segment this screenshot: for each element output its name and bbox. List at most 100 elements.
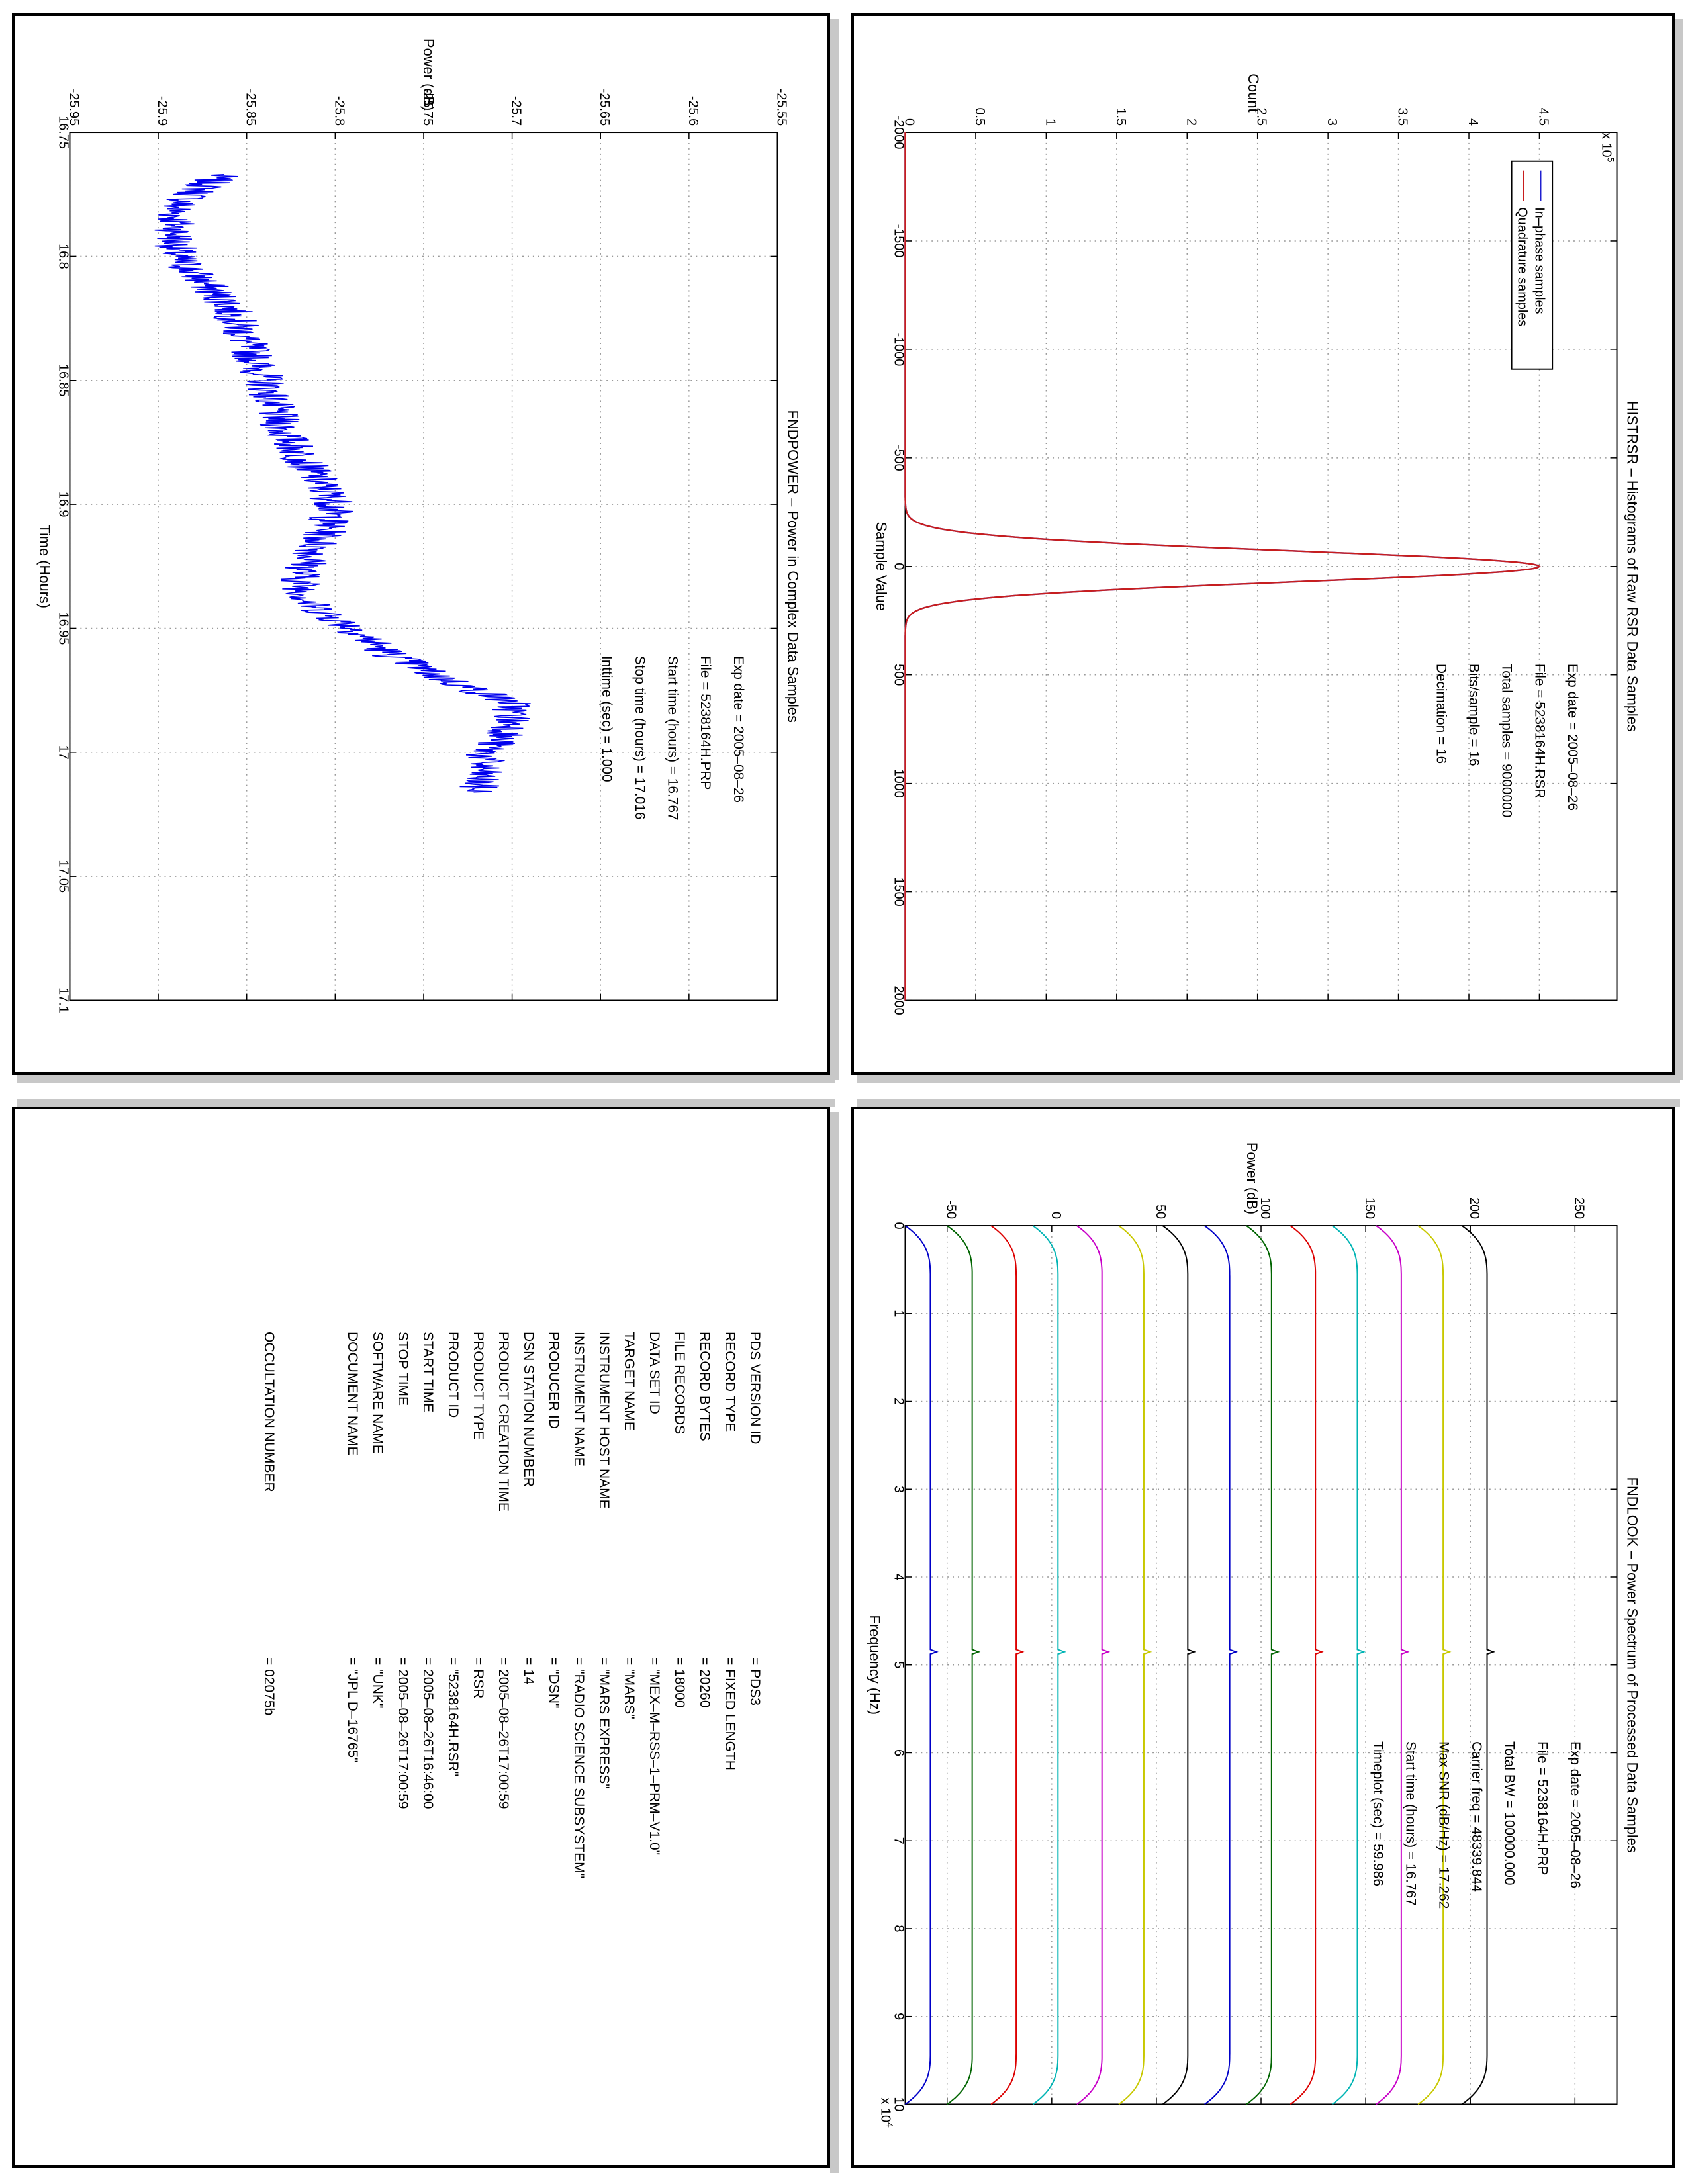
fndpower-ytick-label: -25.55 <box>774 89 788 126</box>
pds-label-key: DATA SET ID <box>647 1332 662 1414</box>
pds-label-value: = "MARS" <box>622 1657 637 1719</box>
pds-label-value: = PDS3 <box>747 1657 763 1706</box>
fndpower-ytick-label: -25.8 <box>332 96 346 126</box>
pds-label-key: PRODUCT CREATION TIME <box>496 1332 511 1512</box>
fndpower-xtick-label: 16.85 <box>56 364 71 397</box>
histrsr-ytick-label: 0 <box>902 118 916 126</box>
pds-label-key: RECORD BYTES <box>697 1332 712 1441</box>
fndlook-series-line <box>1461 1225 1495 2105</box>
pds-label-value: = 2005–08–26T17:00:59 <box>395 1657 410 1809</box>
fndpower-xtick-label: 16.9 <box>56 492 71 518</box>
histrsr-info-line: Decimation = 16 <box>1433 664 1448 764</box>
pds-label-key: STOP TIME <box>395 1332 410 1406</box>
pds-label-key: PRODUCER ID <box>546 1332 561 1430</box>
fndpower-info-line: Inttime (sec) = 1.000 <box>599 656 614 782</box>
fndpower-xlabel: Time (Hours) <box>36 524 53 608</box>
fndlook-series-line <box>990 1225 1025 2105</box>
fndlook-xtick-label: 7 <box>892 1837 906 1844</box>
fndlook-series-line <box>1246 1225 1280 2105</box>
fndpower-xtick-label: 17.05 <box>56 860 71 893</box>
histrsr-panel: -2000 -1500 -1000 -500 0 500 1000 1500 2000 0 0.5 1… <box>851 13 1675 1075</box>
fndpower-panel: 16.75 16.8 16.85 16.9 16.95 17 17.05 17.1 -25.95… <box>12 13 830 1075</box>
fndlook-ytick-label: 100 <box>1258 1197 1272 1219</box>
fndlook-xtick-label: 3 <box>892 1486 906 1493</box>
fndlook-info-line: Exp date = 2005–08–26 <box>1568 1741 1583 1888</box>
fndlook-xtick-label: 5 <box>892 1661 906 1668</box>
pds-label-value: = "DSN" <box>546 1657 561 1709</box>
histrsr-xtick-label: 0 <box>892 563 906 570</box>
pds-label-key: RECORD TYPE <box>722 1332 737 1432</box>
pds-label-value: = "UNK" <box>370 1657 385 1709</box>
fndlook-x-multiplier: x 104 <box>878 2097 896 2128</box>
fndpower-ytick-label: -25.85 <box>244 89 258 126</box>
pds-label-key: INSTRUMENT NAME <box>571 1332 586 1467</box>
histrsr-legend-label: In–phase samples <box>1532 207 1546 314</box>
fndpower-info-line: Stop time (hours) = 17.016 <box>632 656 647 820</box>
fndpower-ytick-label: -25.9 <box>155 96 169 126</box>
pds-label-key: INSTRUMENT HOST NAME <box>596 1332 612 1509</box>
histrsr-info-line: Exp date = 2005–08–26 <box>1565 664 1580 811</box>
pds-label-key: START TIME <box>420 1332 436 1413</box>
histrsr-series-quadrature <box>904 132 1541 1001</box>
fndpower-ytick-label: -25.95 <box>66 89 81 126</box>
pds-label-value: = 14 <box>521 1657 536 1685</box>
fndlook-xtick-label: 0 <box>892 1222 906 1230</box>
fndlook-title: FNDLOOK – Power Spectrum of Processed Da… <box>1624 1477 1640 1853</box>
fndlook-series-line <box>1076 1225 1111 2105</box>
fndpower-xtick-label: 17 <box>56 745 71 760</box>
histrsr-xtick-label: -2000 <box>892 116 906 150</box>
fndlook-series-line <box>1204 1225 1239 2105</box>
pds-label-value: = 02075b <box>261 1657 277 1716</box>
fndpower-series-line <box>154 173 531 793</box>
histrsr-ytick-label: 3 <box>1325 118 1339 126</box>
fndlook-series-line <box>904 1225 939 2105</box>
histrsr-xtick-label: -1000 <box>892 333 906 367</box>
histrsr-ytick-label: 1.5 <box>1113 107 1128 126</box>
histrsr-xtick-label: -500 <box>892 445 906 471</box>
fndpower-xtick-label: 16.75 <box>56 116 71 149</box>
pds-label-value: = 20260 <box>697 1657 712 1708</box>
fndlook-xtick-label: 10 <box>892 2097 906 2111</box>
fndlook-series-line <box>1118 1225 1152 2105</box>
fndpower-ytick-label: -25.7 <box>509 96 524 126</box>
histrsr-plot-frame <box>904 132 1618 1001</box>
pds-label-value: = RSR <box>471 1657 486 1699</box>
fndpower-xtick-label: 16.95 <box>56 612 71 645</box>
pds-label-key: PRODUCT ID <box>445 1332 461 1418</box>
pds-label-value: = 2005–08–26T16:46:00 <box>420 1657 436 1809</box>
fndlook-ytick-label: 150 <box>1362 1197 1377 1219</box>
fndlook-info-line: Start time (hours) = 16.767 <box>1403 1741 1419 1906</box>
fndlook-ytick-label: 200 <box>1467 1197 1481 1219</box>
fndpower-ytick-label: -25.65 <box>597 89 612 126</box>
fndlook-ytick-label: 250 <box>1571 1197 1586 1219</box>
fndlook-info-line: Carrier freq = 48339.844 <box>1469 1741 1484 1892</box>
fndlook-ytick-label: 50 <box>1153 1205 1168 1219</box>
histrsr-xtick-label: 2000 <box>892 985 906 1015</box>
fndlook-info-line: Timeplot (sec) = 59.986 <box>1370 1741 1385 1886</box>
fndlook-series-line <box>1376 1225 1410 2105</box>
pds-label-value: = "MEX–M–RSS–1–PRM–V1.0" <box>647 1657 662 1856</box>
histrsr-xtick-label: 1000 <box>892 769 906 798</box>
pds-label-key: PRODUCT TYPE <box>471 1332 486 1440</box>
fndlook-chart: 0 1 2 3 4 5 6 7 8 9 10 -50 0 50 100 150 200 250 FNDLOOK –… <box>867 1142 1641 2128</box>
fndpower-info-line: Exp date = 2005–08–26 <box>731 656 746 803</box>
pds-label-key: SOFTWARE NAME <box>370 1332 385 1454</box>
fndpower-ylabel: Power (dB) <box>420 38 437 111</box>
fndlook-series-line <box>1162 1225 1196 2105</box>
fndpower-info-line: Start time (hours) = 16.767 <box>665 656 680 821</box>
histrsr-xtick-label: 500 <box>892 664 906 686</box>
fndpower-ytick-label: -25.6 <box>686 96 700 126</box>
fndpower-chart: 16.75 16.8 16.85 16.9 16.95 17 17.05 17.1 -25.95… <box>36 38 802 1013</box>
histrsr-ytick-label: 1 <box>1043 118 1057 126</box>
fndlook-xtick-label: 8 <box>892 1925 906 1932</box>
fndlook-series-line <box>1289 1225 1324 2105</box>
histrsr-ylabel: Count <box>1245 73 1262 112</box>
histrsr-info-line: Bits/sample = 16 <box>1466 664 1481 766</box>
fndpower-xtick-label: 16.8 <box>56 244 71 269</box>
histrsr-info-line: File = 5238164H.RSR <box>1532 664 1547 799</box>
pds-label-key: DSN STATION NUMBER <box>521 1332 536 1487</box>
pds-label-value: = "JPL D–16765" <box>345 1657 360 1763</box>
fndlook-xtick-label: 2 <box>892 1398 906 1405</box>
fndpower-info-line: File = 5238164H.PRP <box>698 656 713 790</box>
